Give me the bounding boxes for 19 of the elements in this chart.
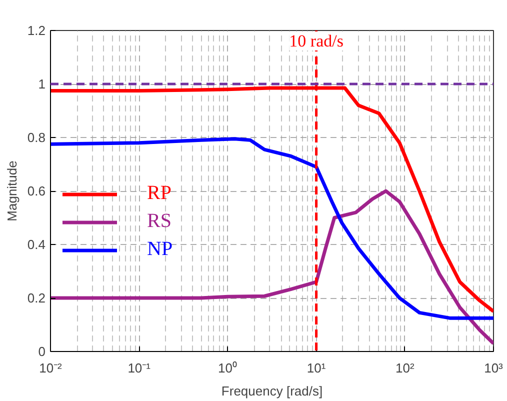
x-tick-label: 10⁻² [39, 360, 63, 376]
legend-label: RS [147, 210, 172, 233]
legend-label: RP [147, 182, 172, 205]
x-tick-label: 10³ [484, 360, 504, 376]
x-axis-title: Frequency [rad/s] [221, 384, 323, 398]
x-tick-label: 10¹ [306, 360, 326, 376]
x-tick-label: 10² [396, 360, 415, 376]
ref-line-label: 10 rad/s [289, 32, 344, 50]
y-tick-label: 1.2 [27, 23, 46, 38]
y-axis-title: Magnitude [4, 160, 20, 222]
x-tick-label: 10⁻¹ [128, 360, 152, 376]
y-tick-label: 0.2 [27, 290, 46, 306]
y-tick-label: 0.6 [27, 184, 46, 198]
y-tick-label: 1 [38, 76, 46, 92]
y-tick-label: 0.8 [27, 130, 46, 145]
x-tick-label: 10⁰ [218, 360, 238, 376]
y-tick-label: 0.4 [27, 237, 46, 252]
y-tick-label: 0 [38, 344, 46, 359]
legend-label: NP [147, 238, 173, 261]
